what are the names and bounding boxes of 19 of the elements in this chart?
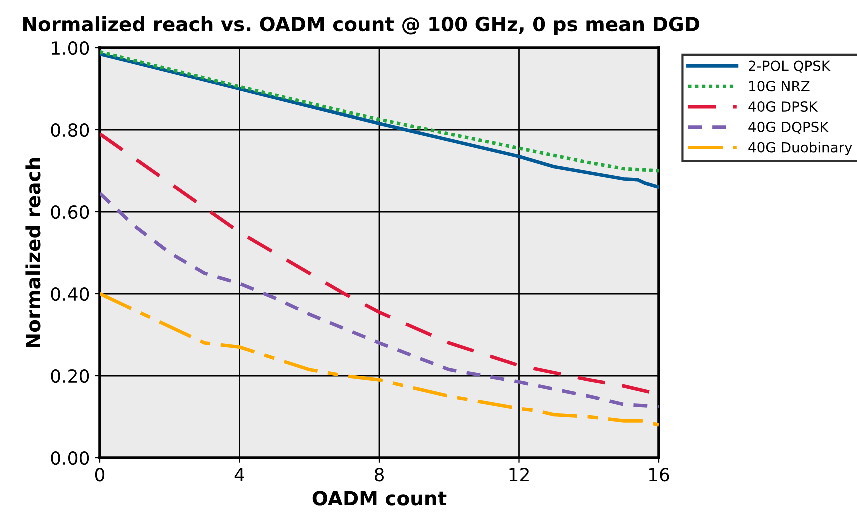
y-tick-label: 0.40 [51, 287, 90, 302]
x-axis-title: OADM count [312, 491, 447, 506]
y-tick-label: 0.00 [51, 451, 90, 466]
x-tick-label: 16 [649, 468, 670, 482]
chart-title: Normalized reach vs. OADM count @ 100 GHz, 0 ps mean DGD [24, 16, 700, 36]
legend-label: 10G NRZ [750, 81, 810, 92]
x-tick-label: 4 [234, 468, 244, 482]
y-axis-title: Normalized reach [26, 158, 41, 348]
x-tick-label: 12 [510, 468, 529, 482]
legend-label: 40G Duobinary [748, 142, 852, 156]
y-tick-label: 0.80 [51, 123, 90, 138]
legend-label: 40G DPSK [748, 102, 818, 112]
y-tick-label: 0.20 [51, 369, 90, 384]
y-tick-label: 0.60 [51, 205, 90, 220]
legend-label: 2-POL QPSK [749, 60, 831, 73]
x-tick-label: 0 [95, 468, 105, 482]
x-tick-label: 8 [374, 468, 384, 482]
legend-label: 40G DQPSK [748, 122, 830, 134]
y-tick-label: 1.00 [52, 41, 90, 56]
